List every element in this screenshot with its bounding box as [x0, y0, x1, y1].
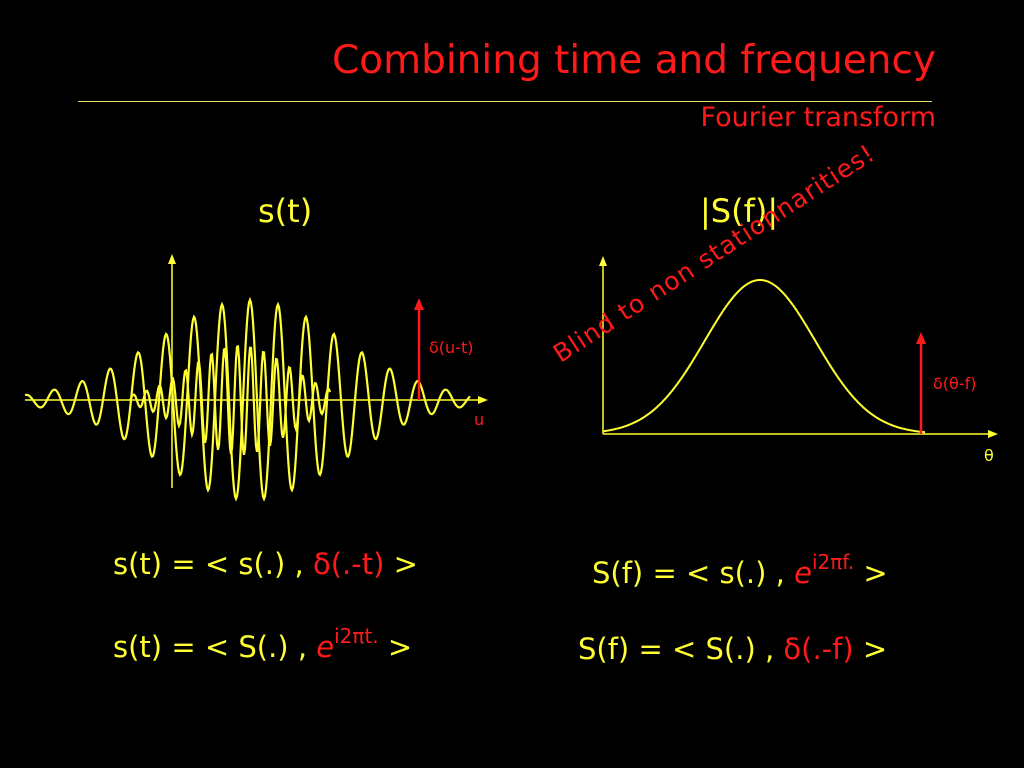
right-eq2-lhs: S(f) = < S(.) ,: [578, 632, 784, 666]
title-divider: [78, 101, 932, 102]
freq-impulse-arrow: [916, 332, 926, 344]
spectrum-curve: [602, 279, 926, 434]
signal-wave-secondary: [128, 345, 332, 455]
freq-x-axis-arrow: [988, 430, 998, 438]
time-impulse-arrow: [414, 298, 424, 310]
right-eq2-rhs: >: [853, 632, 888, 666]
frequency-plot: [599, 256, 998, 438]
slide-subtitle: Fourier transform: [700, 102, 936, 133]
right-equation-2: S(f) = < S(.) , δ(.-f) >: [578, 632, 887, 666]
right-eq1-rhs: >: [854, 556, 888, 590]
right-eq1-exp-power: i2πf.: [811, 550, 855, 574]
right-eq1-exp-base: e: [794, 556, 812, 590]
left-eq2-exp-base: e: [316, 630, 335, 664]
left-eq2-exp-power: i2πt.: [334, 624, 379, 648]
time-axis-label: u: [474, 410, 485, 429]
time-plot: [24, 254, 488, 502]
right-eq2-delta: δ(.-f): [783, 632, 854, 666]
right-equation-1: S(f) = < s(.) , ei2πf. >: [592, 552, 888, 590]
right-eq1-lhs: S(f) = < s(.) ,: [592, 556, 795, 590]
slide-title: Combining time and frequency: [332, 38, 936, 83]
time-y-axis-arrow: [168, 254, 176, 264]
left-eq2-rhs: >: [378, 630, 413, 664]
left-eq1-rhs: >: [384, 547, 418, 581]
left-equation-1: s(t) = < s(.) , δ(.-t) >: [113, 547, 418, 581]
freq-axis-label: θ: [984, 446, 994, 465]
time-x-axis-arrow: [478, 396, 488, 404]
left-eq2-lhs: s(t) = < S(.) ,: [113, 630, 317, 664]
signal-wave: [24, 297, 471, 502]
left-heading: s(t): [258, 192, 313, 230]
left-equation-2: s(t) = < S(.) , ei2πt. >: [113, 626, 413, 664]
time-impulse-label: δ(u-t): [429, 338, 474, 357]
left-eq1-delta: δ(.-t): [312, 547, 385, 581]
freq-y-axis-arrow: [599, 256, 607, 266]
freq-impulse-label: δ(θ-f): [933, 374, 977, 393]
left-eq1-lhs: s(t) = < s(.) ,: [113, 547, 313, 581]
right-heading: |S(f)|: [700, 192, 779, 230]
